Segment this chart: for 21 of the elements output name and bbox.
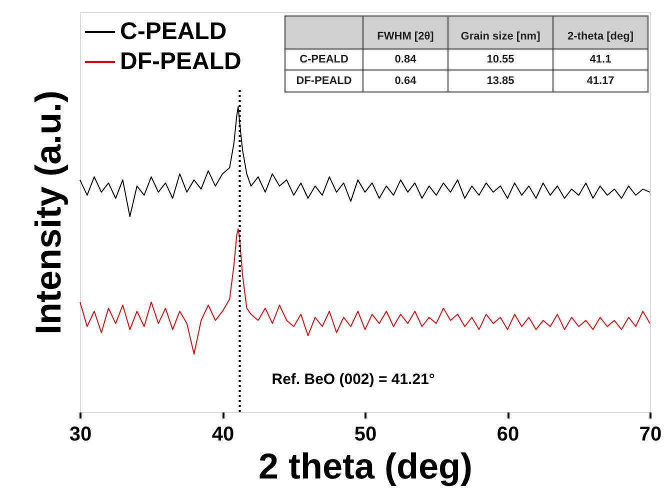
text: 41.1	[590, 54, 612, 66]
legend-label: C-PEALD	[120, 18, 227, 45]
text: 41.17	[586, 75, 614, 87]
text: DF-PEALD	[296, 75, 352, 87]
x-tick-label: 60	[496, 424, 520, 446]
legend-label: DF-PEALD	[120, 48, 242, 75]
x-tick-label: 70	[639, 424, 662, 446]
x-tick-label: 40	[212, 424, 234, 446]
text: FWHM [2θ]	[377, 30, 434, 42]
annotation: Ref. BeO (002) = 41.21°	[272, 370, 435, 388]
x-axis-title: 2 theta (deg)	[258, 446, 473, 486]
text: 10.55	[486, 54, 514, 66]
text: 13.85	[486, 75, 514, 87]
x-tick-label: 50	[354, 424, 377, 446]
y-axis-title: Intensity (a.u.)	[28, 90, 68, 335]
x-tick-label: 30	[69, 424, 92, 446]
text: 2-theta [deg]	[568, 30, 634, 42]
text: 0.64	[394, 75, 418, 87]
text: C-PEALD	[300, 54, 348, 66]
text: 0.84	[394, 54, 418, 66]
text: Grain size [nm]	[460, 30, 541, 42]
